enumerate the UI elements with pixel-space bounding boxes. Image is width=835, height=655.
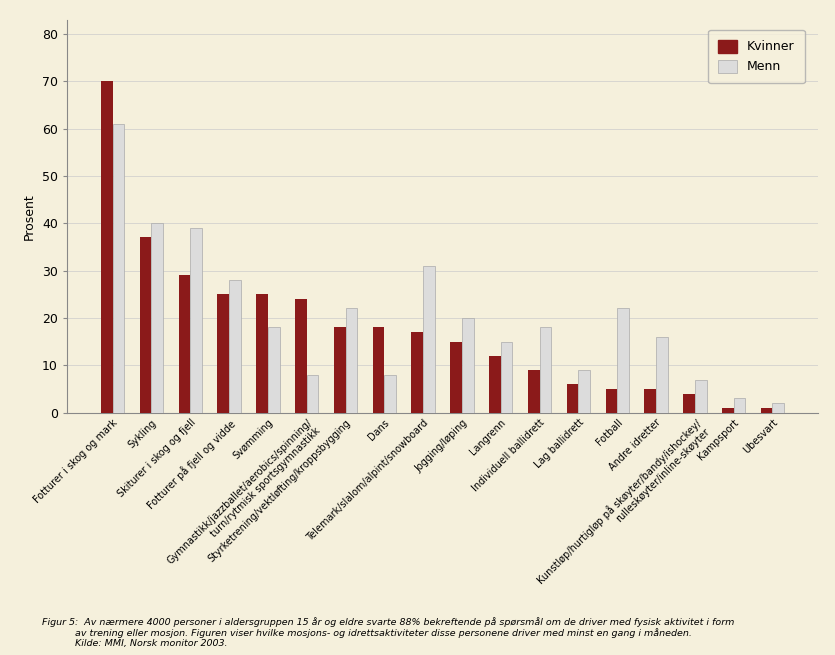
Bar: [139, 238, 151, 413]
Bar: [423, 266, 435, 413]
Bar: [489, 356, 501, 413]
Bar: [772, 403, 784, 413]
Y-axis label: Prosent: Prosent: [23, 193, 36, 240]
Text: Figur 5:  Av nærmere 4000 personer i aldersgruppen 15 år og eldre svarte 88% bek: Figur 5: Av nærmere 4000 personer i alde…: [42, 617, 734, 648]
Bar: [268, 328, 280, 413]
Bar: [501, 342, 513, 413]
Bar: [384, 375, 396, 413]
Bar: [695, 379, 706, 413]
Bar: [579, 370, 590, 413]
Bar: [113, 124, 124, 413]
Bar: [190, 228, 202, 413]
Bar: [683, 394, 695, 413]
Bar: [346, 309, 357, 413]
Bar: [412, 332, 423, 413]
Bar: [567, 384, 579, 413]
Bar: [295, 299, 306, 413]
Legend: Kvinner, Menn: Kvinner, Menn: [708, 30, 805, 83]
Bar: [306, 375, 318, 413]
Bar: [151, 223, 163, 413]
Bar: [656, 337, 668, 413]
Bar: [761, 408, 772, 413]
Bar: [101, 81, 113, 413]
Bar: [528, 370, 539, 413]
Bar: [645, 389, 656, 413]
Bar: [334, 328, 346, 413]
Bar: [229, 280, 240, 413]
Bar: [179, 275, 190, 413]
Bar: [734, 398, 746, 413]
Bar: [617, 309, 629, 413]
Bar: [462, 318, 473, 413]
Bar: [605, 389, 617, 413]
Bar: [722, 408, 734, 413]
Bar: [217, 294, 229, 413]
Bar: [539, 328, 551, 413]
Bar: [372, 328, 384, 413]
Bar: [256, 294, 268, 413]
Bar: [450, 342, 462, 413]
